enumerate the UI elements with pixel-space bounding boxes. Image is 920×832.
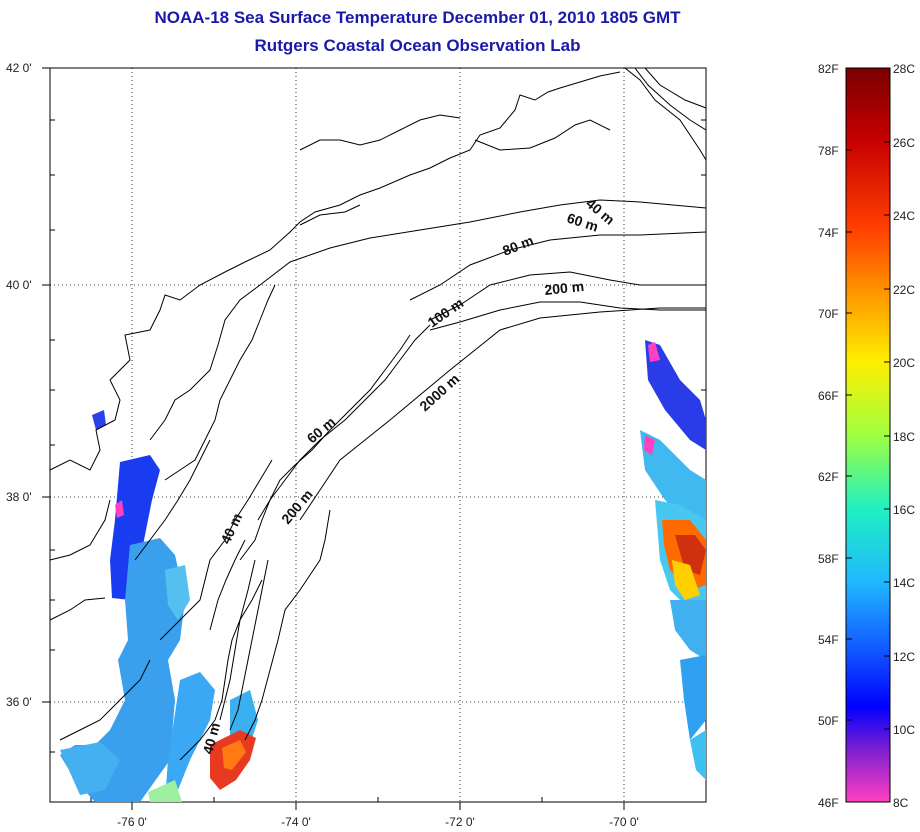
colorbar-f-label: 74F	[818, 226, 839, 240]
frame-ticks	[42, 67, 706, 810]
colorbar-f-label: 54F	[818, 633, 839, 647]
colorbar-c-label: 24C	[893, 209, 915, 223]
colorbar-c-label: 20C	[893, 356, 915, 370]
lon-label: -72 0'	[445, 815, 475, 829]
colorbar-f-label: 46F	[818, 796, 839, 810]
lat-label: 38 0'	[6, 490, 32, 504]
colorbar-f-label: 78F	[818, 144, 839, 158]
colorbar-c-labels: 28C 26C 24C 22C 20C 18C 16C 14C 12C 10C …	[893, 62, 915, 810]
isobaths	[209, 199, 707, 741]
lat-label: 42 0'	[6, 61, 32, 75]
colorbar-c-label: 26C	[893, 136, 915, 150]
colorbar-f-label: 66F	[818, 389, 839, 403]
sst-data-gulf-stream	[640, 340, 706, 780]
map-title: NOAA-18 Sea Surface Temperature December…	[154, 8, 681, 27]
graticule	[50, 68, 706, 802]
colorbar-c-label: 14C	[893, 576, 915, 590]
longitude-labels: -76 0' -74 0' -72 0' -70 0'	[117, 815, 639, 829]
colorbar-c-label: 16C	[893, 503, 915, 517]
colorbar	[845, 67, 891, 803]
colorbar-f-label: 58F	[818, 552, 839, 566]
colorbar-f-labels: 82F 78F 74F 70F 66F 62F 58F 54F 50F 46F	[818, 62, 839, 810]
latitude-labels: 42 0' 40 0' 38 0' 36 0'	[6, 61, 32, 709]
lat-label: 36 0'	[6, 695, 32, 709]
map-subtitle: Rutgers Coastal Ocean Observation Lab	[254, 36, 581, 55]
colorbar-f-label: 50F	[818, 714, 839, 728]
colorbar-c-label: 18C	[893, 430, 915, 444]
lon-label: -76 0'	[117, 815, 147, 829]
colorbar-c-label: 28C	[893, 62, 915, 76]
sst-data-chesapeake	[60, 410, 258, 802]
colorbar-c-label: 8C	[893, 796, 909, 810]
colorbar-c-label: 22C	[893, 283, 915, 297]
colorbar-f-label: 62F	[818, 470, 839, 484]
lon-label: -74 0'	[281, 815, 311, 829]
colorbar-c-label: 10C	[893, 723, 915, 737]
colorbar-c-label: 12C	[893, 650, 915, 664]
colorbar-f-ticks	[846, 149, 852, 721]
colorbar-f-label: 70F	[818, 307, 839, 321]
isobath-label: 200 m	[544, 278, 585, 298]
coastline	[49, 67, 707, 761]
colorbar-c-ticks	[884, 141, 890, 730]
lat-label: 40 0'	[6, 278, 32, 292]
lon-label: -70 0'	[609, 815, 639, 829]
isobath-label: 40 m	[199, 721, 223, 756]
colorbar-f-label: 82F	[818, 62, 839, 76]
